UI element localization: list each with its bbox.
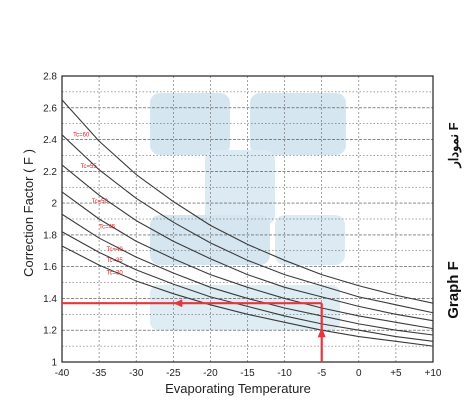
curve-label: Tc=50 [92, 199, 109, 205]
graph-f-label-persian: نمودار F [446, 122, 462, 168]
curve-tc-40 [61, 213, 434, 336]
x-tick-labels: -40 -35 -30 -25 -20 -15 -10 -5 0 +5 +10 [55, 368, 442, 379]
y-tick-label: 2.4 [43, 135, 57, 146]
y-tick-label: 1.6 [43, 262, 57, 273]
annotation-up-arrow [317, 327, 326, 338]
curve-label: Tc=35 [107, 258, 124, 264]
x-axis-title: Evaporating Temperature [165, 381, 311, 396]
x-tick-label: -10 [277, 368, 292, 379]
curve-tc-50 [61, 164, 434, 322]
x-tick-label: -20 [203, 368, 218, 379]
x-tick-label: -25 [166, 368, 181, 379]
curve-tc-55 [61, 134, 434, 314]
x-tick-label: +10 [425, 368, 442, 379]
y-axis-title: Correction Factor ( F ) [21, 149, 36, 277]
curves: Tc=60 Tc=55 Tc=50 Tc=45 Tc=40 Tc=35 Tc=30 [61, 99, 434, 347]
plot-area [61, 75, 434, 363]
curve-tc-35 [61, 231, 434, 342]
y-tick-label: 1 [51, 358, 57, 369]
curve-tc-60 [61, 99, 434, 304]
curve-label: Tc=30 [107, 271, 124, 277]
watermark-logo [150, 93, 346, 330]
curve-tc-45 [61, 191, 434, 330]
curve-label: Tc=60 [73, 132, 90, 138]
x-tick-label: -30 [129, 368, 144, 379]
curve-tc-30 [61, 245, 434, 347]
y-tick-label: 1.2 [43, 326, 57, 337]
x-tick-label: +5 [390, 368, 402, 379]
y-tick-label: 1.8 [43, 230, 57, 241]
annotation [62, 299, 326, 362]
x-tick-label: 0 [356, 368, 362, 379]
x-tick-label: -15 [240, 368, 255, 379]
y-tick-label: 2.6 [43, 103, 57, 114]
graph-f-label: Graph F [445, 261, 462, 319]
y-tick-label: 2.8 [43, 72, 57, 83]
y-tick-label: 1.4 [43, 294, 57, 305]
x-tick-label: -40 [55, 368, 70, 379]
annotation-left-arrow [173, 299, 183, 308]
curve-label: Tc=55 [81, 164, 98, 170]
y-tick-label: 2.2 [43, 167, 57, 178]
curve-label: Tc=45 [99, 225, 116, 231]
curve-label: Tc=40 [107, 247, 124, 253]
y-tick-label: 2 [51, 199, 57, 210]
x-tick-label: -5 [317, 368, 326, 379]
x-tick-label: -35 [92, 368, 107, 379]
y-tick-labels: 1 1.2 1.4 1.6 1.8 2 2.2 2.4 2.6 2.8 [43, 72, 57, 369]
